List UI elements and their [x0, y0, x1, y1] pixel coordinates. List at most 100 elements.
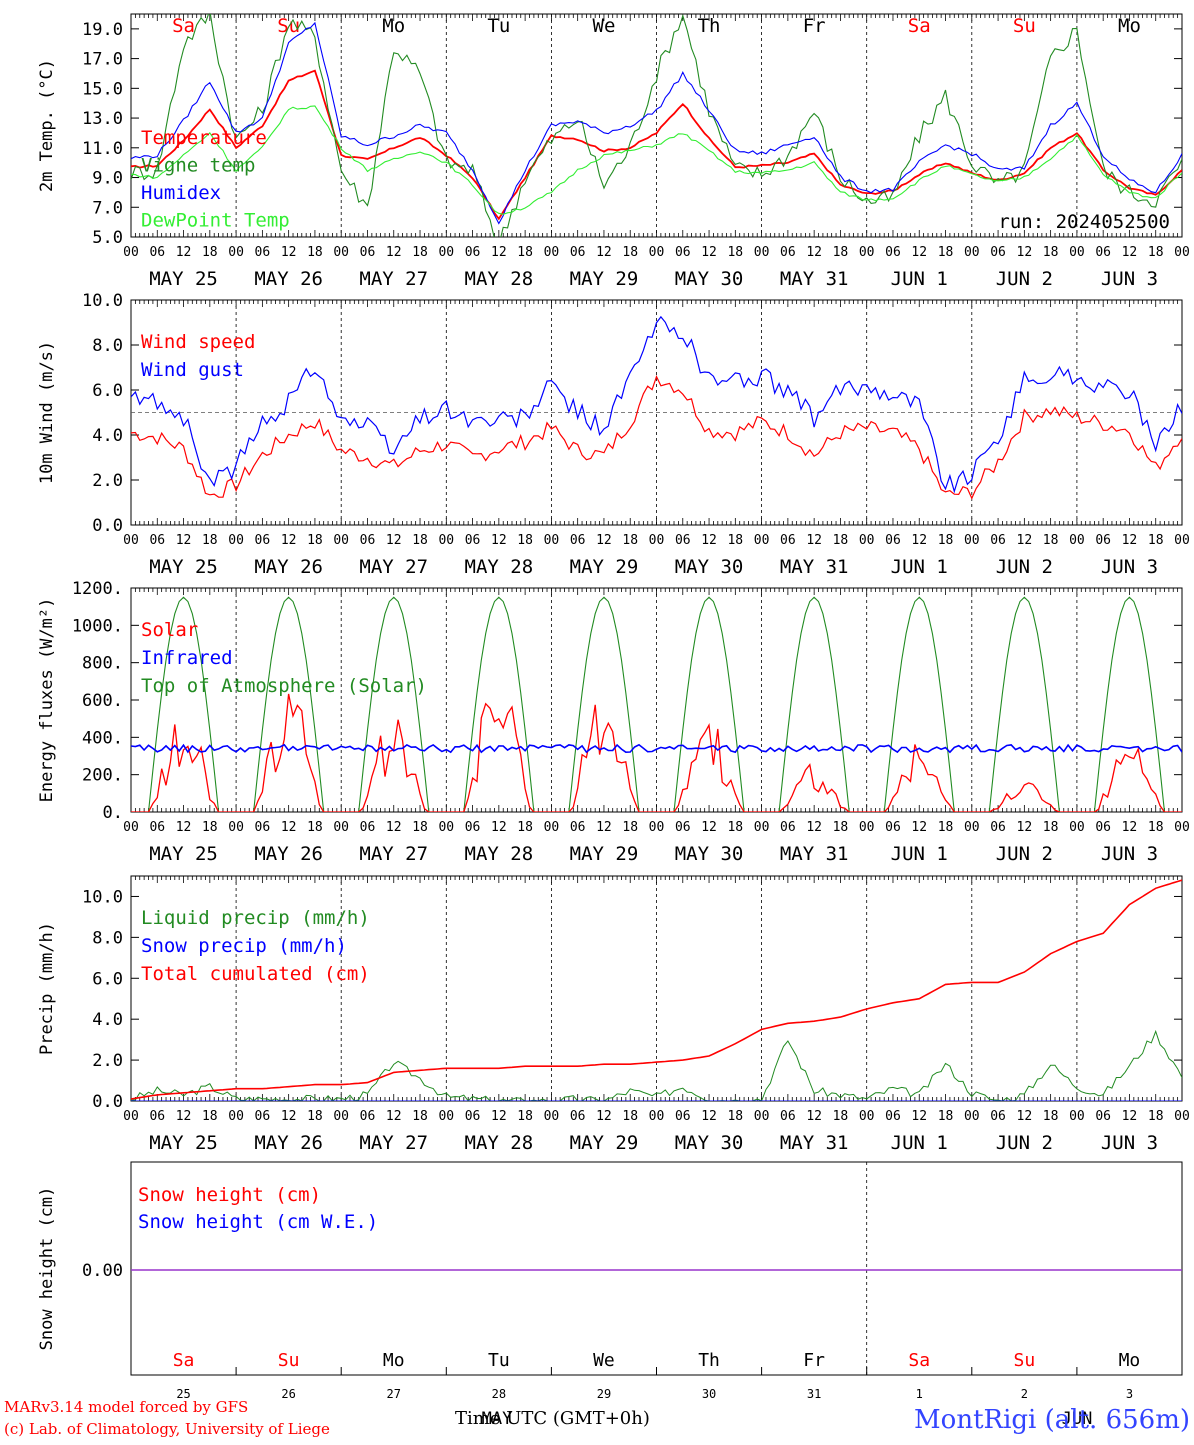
y-tick-label: 0. [103, 803, 123, 823]
hour-label: 18 [1148, 1109, 1164, 1124]
hour-label: 00 [333, 820, 349, 835]
date-label: JUN 2 [996, 1132, 1053, 1154]
hour-label: 12 [281, 820, 297, 835]
hour-label: 18 [517, 820, 533, 835]
y-tick-label: 6.0 [92, 381, 123, 401]
series-line-dewpoint-temp [131, 105, 1182, 215]
hour-label: 06 [465, 533, 481, 548]
hour-label: 12 [176, 1109, 192, 1124]
hour-label: 18 [833, 1109, 849, 1124]
hour-label: 06 [149, 1109, 165, 1124]
hour-label: 18 [833, 533, 849, 548]
legend-entry: Liquid precip (mm/h) [141, 907, 370, 929]
hour-label: 12 [596, 820, 612, 835]
day-number-label: 1 [916, 1387, 923, 1401]
hour-label: 06 [570, 533, 586, 548]
y-tick-label: 5.0 [92, 228, 123, 248]
hour-label: 06 [1095, 245, 1111, 260]
legend-entry: DewPoint Temp [141, 210, 290, 232]
date-label: MAY 28 [465, 1132, 534, 1154]
hour-label: 18 [622, 820, 638, 835]
date-label: MAY 27 [359, 843, 428, 865]
weekday-label: Fr [803, 1350, 825, 1371]
date-label: MAY 28 [465, 268, 534, 290]
hour-label: 18 [727, 1109, 743, 1124]
day-number-label: 28 [492, 1387, 506, 1401]
hour-label: 06 [675, 533, 691, 548]
hour-label: 18 [412, 533, 428, 548]
y-tick-label: 600. [82, 691, 123, 711]
hour-label: 18 [938, 1109, 954, 1124]
date-label: JUN 2 [996, 268, 1053, 290]
hour-label: 06 [149, 820, 165, 835]
date-label: MAY 31 [780, 268, 849, 290]
hour-label: 18 [202, 245, 218, 260]
y-tick-label: 1200. [72, 579, 123, 599]
date-label: JUN 1 [891, 1132, 948, 1154]
hour-label: 12 [911, 245, 927, 260]
hour-label: 06 [465, 1109, 481, 1124]
hour-label: 00 [123, 820, 139, 835]
date-label: MAY 25 [149, 268, 218, 290]
date-label: MAY 30 [675, 268, 744, 290]
hour-label: 06 [570, 1109, 586, 1124]
month-label: MAY [482, 1409, 513, 1429]
series-line-toa [131, 596, 1182, 812]
hour-label: 06 [255, 533, 271, 548]
date-label: MAY 26 [254, 1132, 323, 1154]
date-label: MAY 25 [149, 1132, 218, 1154]
hour-label: 18 [1043, 245, 1059, 260]
hour-label: 06 [675, 245, 691, 260]
hour-label: 00 [649, 1109, 665, 1124]
hour-label: 00 [228, 1109, 244, 1124]
hour-label: 06 [990, 533, 1006, 548]
hour-label: 18 [517, 245, 533, 260]
hour-label: 12 [386, 820, 402, 835]
date-label: MAY 27 [359, 556, 428, 578]
weekday-label: Su [278, 1350, 300, 1371]
hour-label: 00 [333, 533, 349, 548]
copyright-credit: (c) Lab. of Climatology, University of L… [4, 1420, 330, 1438]
hour-label: 12 [386, 533, 402, 548]
time-axis-label: Time UTC (GMT+0h) [455, 1408, 650, 1429]
date-label: MAY 31 [780, 556, 849, 578]
hour-label: 00 [859, 245, 875, 260]
legend-entry: Snow precip (mm/h) [141, 935, 347, 957]
hour-label: 18 [1148, 820, 1164, 835]
hour-label: 00 [754, 245, 770, 260]
weekday-label: Tu [488, 1350, 510, 1371]
hour-label: 06 [1095, 820, 1111, 835]
weekday-label: Tu [487, 15, 510, 37]
y-tick-label: 8.0 [92, 928, 123, 948]
hour-label: 12 [806, 533, 822, 548]
hour-label: 12 [281, 1109, 297, 1124]
hour-label: 18 [622, 1109, 638, 1124]
day-number-label: 31 [807, 1387, 821, 1401]
y-tick-label: 200. [82, 766, 123, 786]
hour-label: 12 [596, 533, 612, 548]
y-tick-label: 10.0 [82, 887, 123, 907]
hour-label: 00 [1174, 1109, 1190, 1124]
station-label: MontRigi (alt. 656m) [914, 1405, 1190, 1435]
day-number-label: 29 [597, 1387, 611, 1401]
y-tick-label: 2.0 [92, 1051, 123, 1071]
weekday-label: Mo [1118, 15, 1141, 37]
series-line-wind-speed [131, 375, 1182, 500]
weekday-label: Mo [1119, 1350, 1141, 1371]
weekday-label: Su [1014, 1350, 1036, 1371]
y-tick-label: 13.0 [82, 109, 123, 129]
date-label: MAY 25 [149, 556, 218, 578]
day-number-label: 25 [176, 1387, 190, 1401]
y-tick-label: 6.0 [92, 969, 123, 989]
y-axis-label: Snow height (cm) [37, 1187, 57, 1351]
hour-label: 00 [438, 533, 454, 548]
hour-label: 12 [911, 820, 927, 835]
date-label: MAY 26 [254, 556, 323, 578]
hour-label: 06 [360, 533, 376, 548]
hour-label: 12 [806, 820, 822, 835]
date-label: MAY 30 [675, 843, 744, 865]
hour-label: 06 [885, 1109, 901, 1124]
hour-label: 00 [544, 1109, 560, 1124]
weekday-label: Sa [173, 1350, 195, 1371]
